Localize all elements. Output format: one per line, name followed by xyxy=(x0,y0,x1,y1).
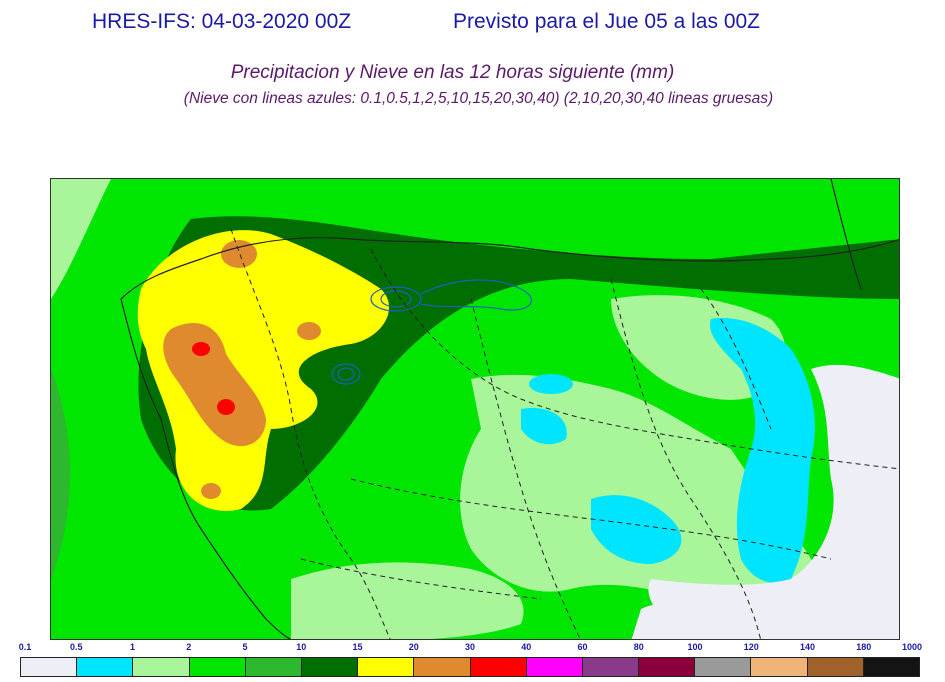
colorbar-swatch xyxy=(526,658,583,676)
colorbar-tick-label: 10 xyxy=(296,642,307,652)
light-precip-la-mancha xyxy=(591,495,682,564)
precipitation-map xyxy=(50,178,900,640)
colorbar-swatch xyxy=(582,658,640,676)
light-precip-south xyxy=(291,562,524,639)
valid-time-label: Previsto para el Jue 05 a las 00Z xyxy=(453,10,761,33)
map-canvas xyxy=(51,179,899,639)
colorbar-swatch xyxy=(245,658,302,676)
colorbar-tick-label: 20 xyxy=(408,642,419,652)
colorbar-swatch xyxy=(470,658,527,676)
precip-atlantic-west xyxy=(51,369,70,579)
colorbar-tick-label: 15 xyxy=(352,642,363,652)
run-label: HRES-IFS: 04-03-2020 00Z xyxy=(92,10,352,33)
light-precip-center xyxy=(521,408,567,445)
precip-20-30mm-south xyxy=(201,483,221,499)
colorbar-tick-label: 0.1 xyxy=(18,642,32,652)
coastline xyxy=(120,179,899,639)
precip-20-30mm xyxy=(163,323,266,447)
very-light-precip-andalucia xyxy=(631,603,714,639)
light-precip-atlantic-nw xyxy=(51,179,111,299)
colorbar-tick-label: 60 xyxy=(577,642,588,652)
precip-30-40mm-b xyxy=(217,399,235,415)
colorbar-swatch xyxy=(695,658,752,676)
precip-30-40mm-a xyxy=(192,342,210,356)
colorbar-tick-label: 140 xyxy=(799,642,816,652)
colorbar-tick-label: 100 xyxy=(687,642,703,652)
precip-20-30mm-east xyxy=(297,322,321,340)
colorbar-tick-label: 0.5 xyxy=(69,642,83,652)
colorbar-tick-label: 180 xyxy=(856,642,872,652)
map-subtitle: (Nieve con lineas azules: 0.1,0.5,1,2,5,… xyxy=(183,90,774,107)
colorbar-tick-label: 120 xyxy=(743,642,759,652)
colorbar-swatch xyxy=(21,658,78,676)
colorbar-tick-label: 40 xyxy=(521,642,532,652)
borders xyxy=(230,228,899,639)
colorbar-swatch xyxy=(133,658,190,676)
colorbar-swatch xyxy=(807,658,864,676)
colorbar-swatch xyxy=(414,658,471,676)
colorbar-swatch xyxy=(863,658,919,676)
very-light-precip-mediterranean xyxy=(648,364,899,639)
colorbar-tick-label: 30 xyxy=(464,642,476,652)
colorbar-tick-label: 1 xyxy=(129,642,136,652)
colorbar-tick-label: 5 xyxy=(242,642,248,652)
colorbar-swatch xyxy=(301,658,359,676)
colorbar-tick-label: 1000 xyxy=(901,642,923,652)
precip-20-30mm-north xyxy=(221,240,257,268)
colorbar xyxy=(20,657,920,677)
colorbar-tick-label: 80 xyxy=(633,642,644,652)
colorbar-swatch xyxy=(639,658,696,676)
colorbar-swatch xyxy=(189,658,246,676)
colorbar-swatch xyxy=(358,658,415,676)
colorbar-swatch xyxy=(77,658,134,676)
colorbar-tick-label: 2 xyxy=(186,642,192,652)
colorbar-swatch xyxy=(751,658,808,676)
light-precip-north-center xyxy=(529,374,573,394)
map-title: Precipitacion y Nieve en las 12 horas si… xyxy=(230,62,675,83)
colorbar-ticks: 0.1 0.5 1 2 5 10 15 20 30 40 60 80 100 120 140 180 1000 xyxy=(0,642,945,656)
